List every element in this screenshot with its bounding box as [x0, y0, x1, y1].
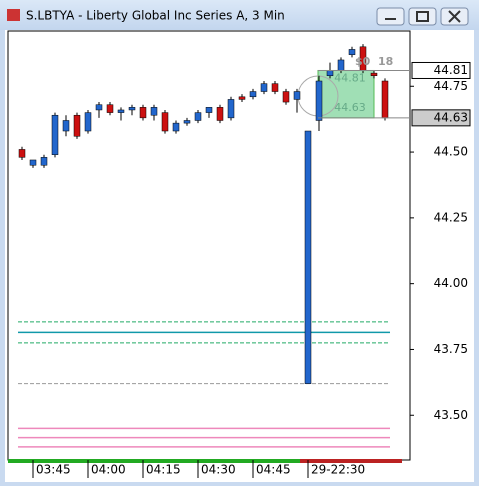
candle-body: [161, 112, 169, 132]
x-tick-label: 04:00: [91, 463, 126, 477]
candle-body: [304, 130, 312, 384]
minimize-button[interactable]: [376, 7, 405, 26]
candle-body: [84, 112, 92, 132]
candle-body: [205, 107, 213, 113]
candle-body: [51, 114, 59, 155]
y-tick-label: 43.75: [434, 342, 468, 356]
annotation: 18: [378, 55, 393, 68]
candle-body: [183, 120, 191, 124]
window-title: S.LBTYA - Liberty Global Inc Series A, 3…: [26, 9, 285, 23]
candle-body: [381, 80, 389, 119]
annotation: $0: [355, 55, 371, 68]
y-tick-label: 44.00: [434, 276, 468, 290]
price-tag: [411, 109, 471, 127]
maximize-button[interactable]: [408, 7, 437, 26]
candle-body: [194, 112, 202, 121]
candle-body: [337, 59, 345, 71]
candle-body: [227, 99, 235, 119]
price-tag-label: 44.81: [434, 63, 468, 77]
y-tick-label: 44.75: [434, 79, 468, 93]
box-label: 44.81: [334, 71, 366, 84]
candle-body: [73, 114, 81, 137]
candle-body: [128, 107, 136, 111]
candle-body: [62, 120, 70, 132]
app-icon: [7, 9, 20, 21]
candle-body: [370, 72, 378, 76]
candle-body: [18, 149, 26, 158]
candle-body: [29, 159, 37, 166]
candle-body: [117, 109, 125, 113]
x-tick-label: 04:15: [146, 463, 181, 477]
y-tick-label: 44.50: [434, 145, 468, 159]
price-tag-label: 44.63: [434, 110, 468, 124]
candle-body: [106, 104, 114, 113]
candle-body: [249, 91, 257, 98]
x-tick-label: 04:45: [256, 463, 291, 477]
y-tick-label: 43.50: [434, 408, 468, 422]
candle-body: [40, 157, 48, 166]
candle-body: [271, 83, 279, 92]
price-tag: [411, 61, 471, 79]
x-tick-label: 03:45: [36, 463, 71, 477]
candle-body: [216, 107, 224, 121]
candle-body: [95, 104, 103, 111]
candle-body: [150, 107, 158, 116]
x-tick-label: 04:30: [201, 463, 236, 477]
candle-body: [293, 91, 301, 100]
candle-body: [315, 80, 323, 121]
candle-body: [238, 96, 246, 100]
y-tick-label: 44.25: [434, 210, 468, 224]
candle-body: [260, 83, 268, 92]
candle-body: [348, 49, 356, 55]
candle-body: [172, 122, 180, 132]
candle-body: [139, 107, 147, 119]
candle-body: [282, 91, 290, 103]
box-label: 44.63: [334, 101, 366, 114]
x-tick-label: 29-22:30: [311, 463, 365, 477]
candle-body: [326, 70, 334, 76]
